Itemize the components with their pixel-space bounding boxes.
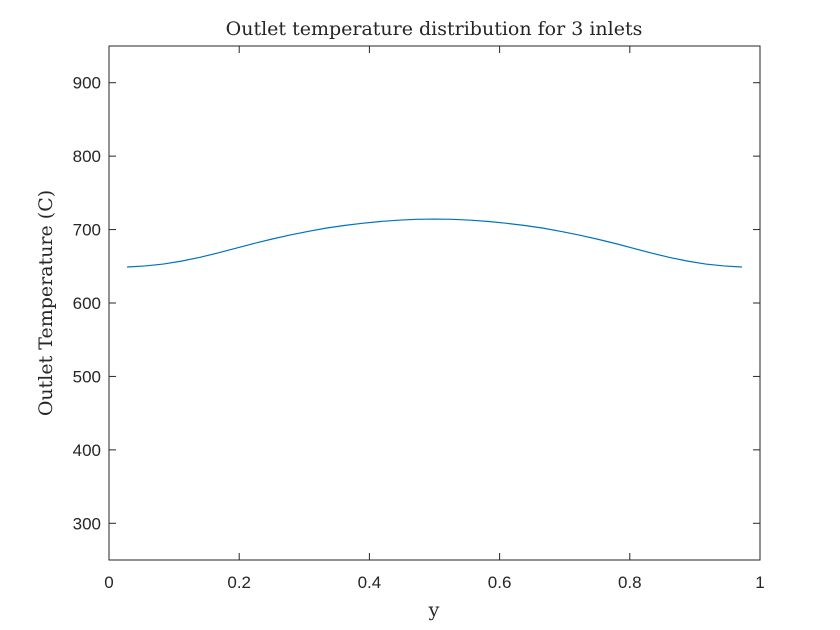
plot-area: 0 0.2 0.4 0.6 0.8 1 300 400 500 600 700 800 900	[73, 45, 765, 592]
x-axis-label: y	[428, 599, 440, 621]
y-tick-label: 500	[73, 367, 101, 386]
x-tick-label: 0.4	[358, 573, 382, 592]
x-tick-label: 0	[104, 573, 113, 592]
y-tick-label: 800	[73, 147, 101, 166]
x-tick-label: 1	[755, 573, 764, 592]
chart-title: Outlet temperature distribution for 3 in…	[226, 18, 643, 40]
y-tick-label: 300	[73, 514, 101, 533]
y-tick-label: 700	[73, 221, 101, 240]
y-tick-label: 600	[73, 294, 101, 313]
x-tick-label: 0.8	[618, 573, 642, 592]
y-tick-label: 900	[73, 74, 101, 93]
y-axis-label: Outlet Temperature (C)	[35, 190, 57, 416]
series-line	[127, 218, 742, 268]
x-tick-label: 0.2	[227, 573, 251, 592]
y-tick-label: 400	[73, 441, 101, 460]
x-tick-label: 0.6	[488, 573, 512, 592]
